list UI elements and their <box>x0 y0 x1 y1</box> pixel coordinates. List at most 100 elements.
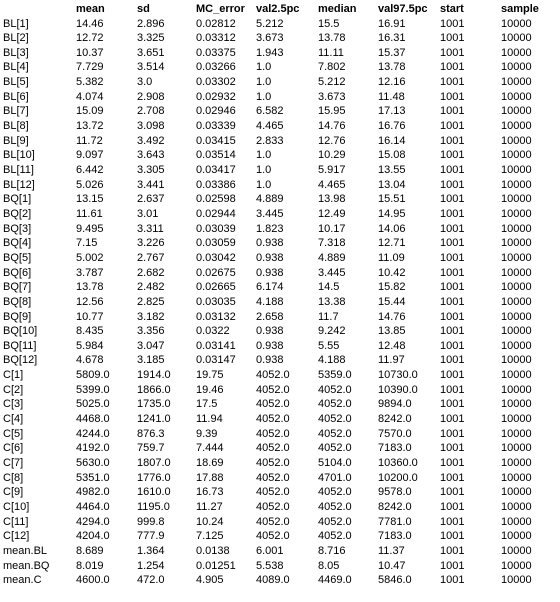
cell-start: 1001 <box>440 515 465 528</box>
cell-mean: 5809.0 <box>76 369 110 382</box>
cell-median: 5.917 <box>318 164 346 176</box>
cell-median: 12.49 <box>318 207 346 220</box>
cell-median: 7.802 <box>318 61 346 74</box>
cell-mc-error: 0.02675 <box>196 266 236 279</box>
cell-mc-error: 0.03375 <box>196 46 236 59</box>
cell-val2-5pc: 4052.0 <box>256 515 290 528</box>
cell-sd: 3.185 <box>137 354 165 367</box>
cell-sample: 10000 <box>501 61 532 74</box>
cell-median: 4.465 <box>318 178 346 191</box>
cell-start: 1001 <box>440 207 465 220</box>
cell-mc-error: 0.03415 <box>196 134 236 147</box>
cell-mean: 12.72 <box>76 32 104 45</box>
cell-val2-5pc: 1.0 <box>256 76 272 89</box>
cell-val97-5pc: 10.47 <box>378 559 406 572</box>
cell-start: 1001 <box>440 574 465 587</box>
cell-mc-error: 0.03141 <box>196 339 236 352</box>
cell-mc-error: 0.03514 <box>196 149 236 162</box>
cell-val97-5pc: 16.14 <box>378 134 406 147</box>
cell-start: 1001 <box>440 237 465 250</box>
cell-mean: 7.15 <box>76 237 98 250</box>
cell-val2-5pc: 2.658 <box>256 310 284 323</box>
cell-start: 1001 <box>440 325 465 338</box>
cell-node-name: C[6] <box>3 442 24 455</box>
cell-start: 1001 <box>440 266 465 279</box>
cell-node-name: BL[9] <box>3 134 29 147</box>
cell-mean: 4192.0 <box>76 442 110 455</box>
cell-mean: 3.787 <box>76 266 104 279</box>
cell-sd: 1866.0 <box>137 383 171 396</box>
cell-sample: 10000 <box>501 325 532 338</box>
cell-sd: 2.708 <box>137 105 165 118</box>
cell-sample: 10000 <box>501 17 532 30</box>
cell-val97-5pc: 10730.0 <box>378 369 418 382</box>
cell-val97-5pc: 8242.0 <box>378 500 412 513</box>
cell-mc-error: 0.03132 <box>196 310 236 323</box>
cell-median: 7.318 <box>318 237 346 250</box>
cell-start: 1001 <box>440 251 465 264</box>
cell-mc-error: 9.39 <box>196 427 218 440</box>
cell-sd: 1610.0 <box>137 486 171 499</box>
cell-val97-5pc: 11.97 <box>378 354 405 367</box>
cell-sample: 10000 <box>501 164 532 176</box>
cell-mean: 13.78 <box>76 281 104 294</box>
cell-val97-5pc: 10390.0 <box>378 383 418 396</box>
cell-val2-5pc: 3.445 <box>256 207 284 220</box>
cell-median: 4701.0 <box>318 471 352 484</box>
cell-median: 4052.0 <box>318 427 352 440</box>
cell-start: 1001 <box>440 178 465 191</box>
cell-mean: 5.026 <box>76 178 104 191</box>
cell-node-name: BL[4] <box>3 61 29 74</box>
cell-sd: 3.325 <box>137 32 165 45</box>
cell-mean: 13.15 <box>76 193 104 206</box>
cell-val2-5pc: 1.0 <box>256 61 272 74</box>
cell-mc-error: 0.03339 <box>196 120 236 133</box>
cell-median: 4052.0 <box>318 398 352 411</box>
cell-mean: 5025.0 <box>76 398 110 411</box>
cell-sd: 1776.0 <box>137 471 171 484</box>
cell-node-name: C[4] <box>3 413 24 426</box>
cell-mean: 10.37 <box>76 46 104 59</box>
cell-node-name: BQ[6] <box>3 266 32 279</box>
cell-node-name: mean.BL <box>3 544 48 557</box>
cell-sample: 10000 <box>501 90 532 103</box>
cell-sample: 10000 <box>501 574 532 587</box>
cell-sample: 10000 <box>501 427 532 440</box>
cell-mc-error: 18.69 <box>196 457 224 469</box>
cell-node-name: BL[11] <box>3 164 34 176</box>
cell-node-name: C[2] <box>3 383 24 396</box>
cell-start: 1001 <box>440 61 465 74</box>
cell-val97-5pc: 7183.0 <box>378 530 412 543</box>
cell-val97-5pc: 8242.0 <box>378 413 412 426</box>
cell-median: 15.5 <box>318 17 340 30</box>
cell-mc-error: 0.02598 <box>196 193 236 206</box>
cell-median: 5.55 <box>318 339 340 352</box>
cell-val2-5pc: 4052.0 <box>256 530 290 543</box>
cell-sample: 10000 <box>501 515 532 528</box>
cell-val97-5pc: 15.51 <box>378 193 406 206</box>
cell-median: 8.05 <box>318 559 340 572</box>
cell-val2-5pc: 4052.0 <box>256 500 290 513</box>
cell-start: 1001 <box>440 222 465 235</box>
cell-val97-5pc: 15.08 <box>378 149 406 162</box>
cell-node-name: BQ[2] <box>3 207 32 220</box>
cell-start: 1001 <box>440 500 465 513</box>
cell-median: 10.17 <box>318 222 346 235</box>
cell-mc-error: 10.24 <box>196 515 224 528</box>
cell-start: 1001 <box>440 486 465 499</box>
cell-median: 14.76 <box>318 120 346 133</box>
cell-val2-5pc: 4089.0 <box>256 574 290 587</box>
cell-mean: 5399.0 <box>76 383 110 396</box>
cell-sd: 2.767 <box>137 251 165 264</box>
cell-sd: 2.825 <box>137 295 165 308</box>
cell-val2-5pc: 5.538 <box>256 559 284 572</box>
cell-val97-5pc: 14.06 <box>378 222 406 235</box>
cell-node-name: BL[3] <box>3 46 29 59</box>
cell-node-name: mean.C <box>3 574 42 587</box>
cell-val2-5pc: 1.0 <box>256 164 272 176</box>
cell-mc-error: 7.444 <box>196 442 224 455</box>
cell-sample: 10000 <box>501 281 532 294</box>
header-val2-5pc: val2.5pc <box>256 3 300 15</box>
cell-mean: 10.77 <box>76 310 104 323</box>
cell-sd: 3.311 <box>137 222 164 235</box>
